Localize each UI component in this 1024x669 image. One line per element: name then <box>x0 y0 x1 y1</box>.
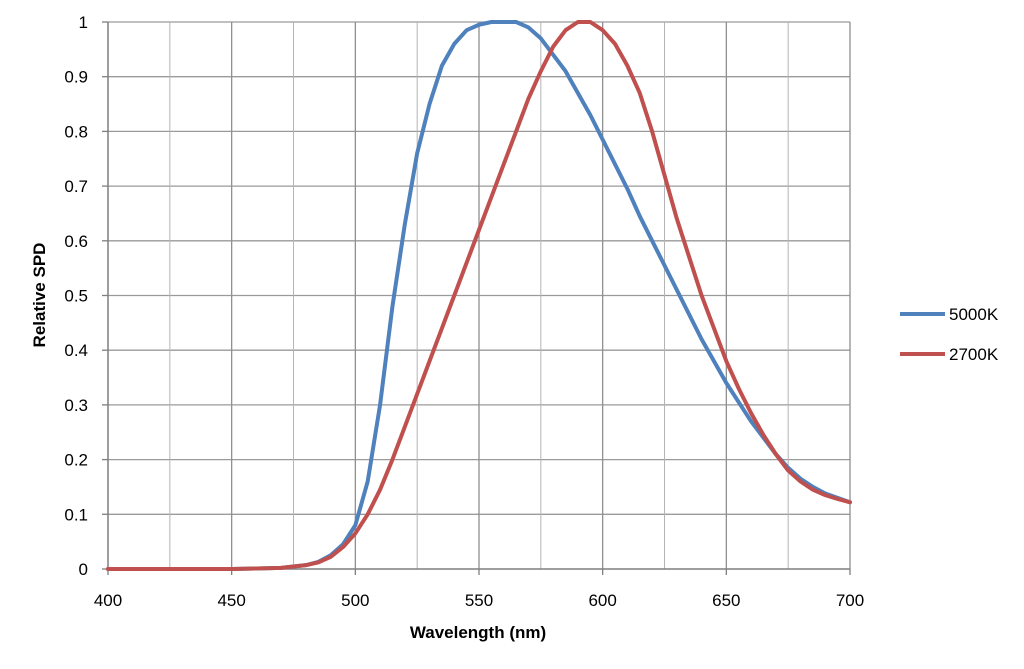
x-tick-label-0: 400 <box>94 591 122 610</box>
series-layer <box>106 20 852 571</box>
y-tick-label-0: 0 <box>79 560 88 579</box>
x-tick-label-1: 450 <box>217 591 245 610</box>
x-tick-label-6: 700 <box>836 591 864 610</box>
legend-layer: 5000K 2700K <box>900 305 999 364</box>
y-tick-label-7: 0.7 <box>64 177 88 196</box>
x-tick-label-5: 650 <box>712 591 740 610</box>
x-tick-label-2: 500 <box>341 591 369 610</box>
y-tick-label-9: 0.9 <box>64 68 88 87</box>
x-tick-label-3: 550 <box>465 591 493 610</box>
label-layer: 0 0.1 0.2 0.3 0.4 0.5 0.6 0.7 0.8 0.9 1 400 450 500 55… <box>64 13 864 610</box>
series-line-2700k <box>106 20 852 571</box>
y-tick-label-5: 0.5 <box>64 287 88 306</box>
x-axis-title: Wavelength (nm) <box>410 623 546 642</box>
y-tick-label-1: 0.1 <box>64 505 88 524</box>
y-tick-label-6: 0.6 <box>64 232 88 251</box>
y-tick-label-10: 1 <box>79 13 88 32</box>
x-tick-label-4: 600 <box>588 591 616 610</box>
grid-layer <box>108 21 851 569</box>
y-tick-label-3: 0.3 <box>64 396 88 415</box>
y-tick-label-2: 0.2 <box>64 451 88 470</box>
y-axis-title: Relative SPD <box>30 243 49 348</box>
legend-label-5000k: 5000K <box>949 305 999 324</box>
y-tick-label-4: 0.4 <box>64 341 88 360</box>
y-tick-label-8: 0.8 <box>64 122 88 141</box>
legend-label-2700k: 2700K <box>949 345 999 364</box>
